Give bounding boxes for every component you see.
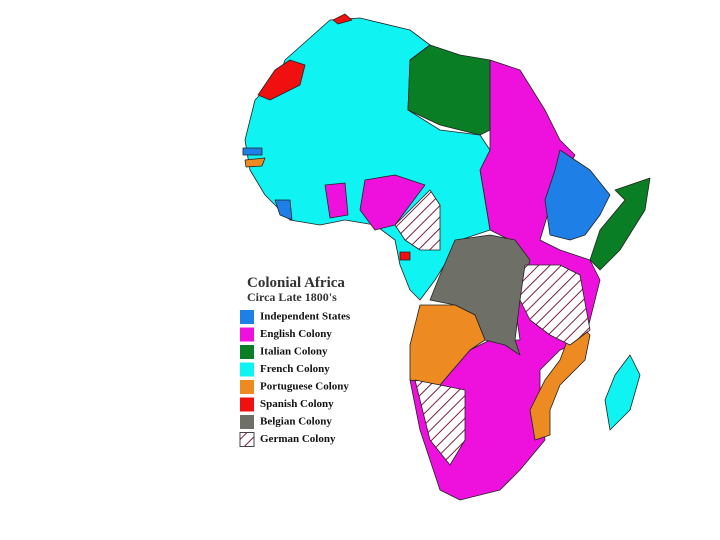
- legend-swatch: [240, 345, 254, 359]
- legend-label: Spanish Colony: [260, 398, 334, 410]
- legend-swatch: [240, 397, 254, 412]
- spanish-morocco: [332, 13, 353, 25]
- sierra-strip: [242, 147, 263, 156]
- legend-swatch: [239, 432, 255, 447]
- legend-label: English Colony: [260, 328, 332, 340]
- spanish-sahara: [257, 59, 306, 101]
- continent: [242, 13, 651, 501]
- legend-label: Independent States: [260, 311, 351, 323]
- legend-swatch: [240, 380, 254, 394]
- map-subtitle: Circa Late 1800's: [247, 290, 337, 304]
- angola: [409, 304, 486, 386]
- legend: Independent States English Colony Italian …: [239, 310, 351, 447]
- italian-somalia: [589, 177, 651, 271]
- spanish-guinea: [399, 251, 411, 261]
- map-title: Colonial Africa: [247, 275, 345, 291]
- italian-libya: [407, 44, 491, 136]
- legend-label: German Colony: [260, 433, 336, 445]
- nigeria: [359, 174, 426, 231]
- legend-label: French Colony: [260, 363, 330, 375]
- german-cameroon: [394, 189, 441, 251]
- legend-label: Portuguese Colony: [260, 381, 349, 393]
- legend-swatch: [240, 327, 254, 342]
- german-southwest: [414, 379, 466, 466]
- liberia: [274, 199, 293, 221]
- ethiopia: [544, 149, 611, 241]
- legend-swatch: [240, 362, 254, 377]
- madagascar: [604, 354, 641, 431]
- legend-label: Belgian Colony: [260, 416, 332, 428]
- legend-swatch: [240, 415, 254, 429]
- german-east: [519, 264, 591, 346]
- mozambique: [529, 319, 591, 441]
- belgian-congo: [429, 234, 531, 356]
- legend-swatch: [240, 310, 254, 324]
- gold-coast: [324, 182, 349, 219]
- legend-label: Italian Colony: [260, 346, 328, 358]
- gambia: [244, 157, 266, 168]
